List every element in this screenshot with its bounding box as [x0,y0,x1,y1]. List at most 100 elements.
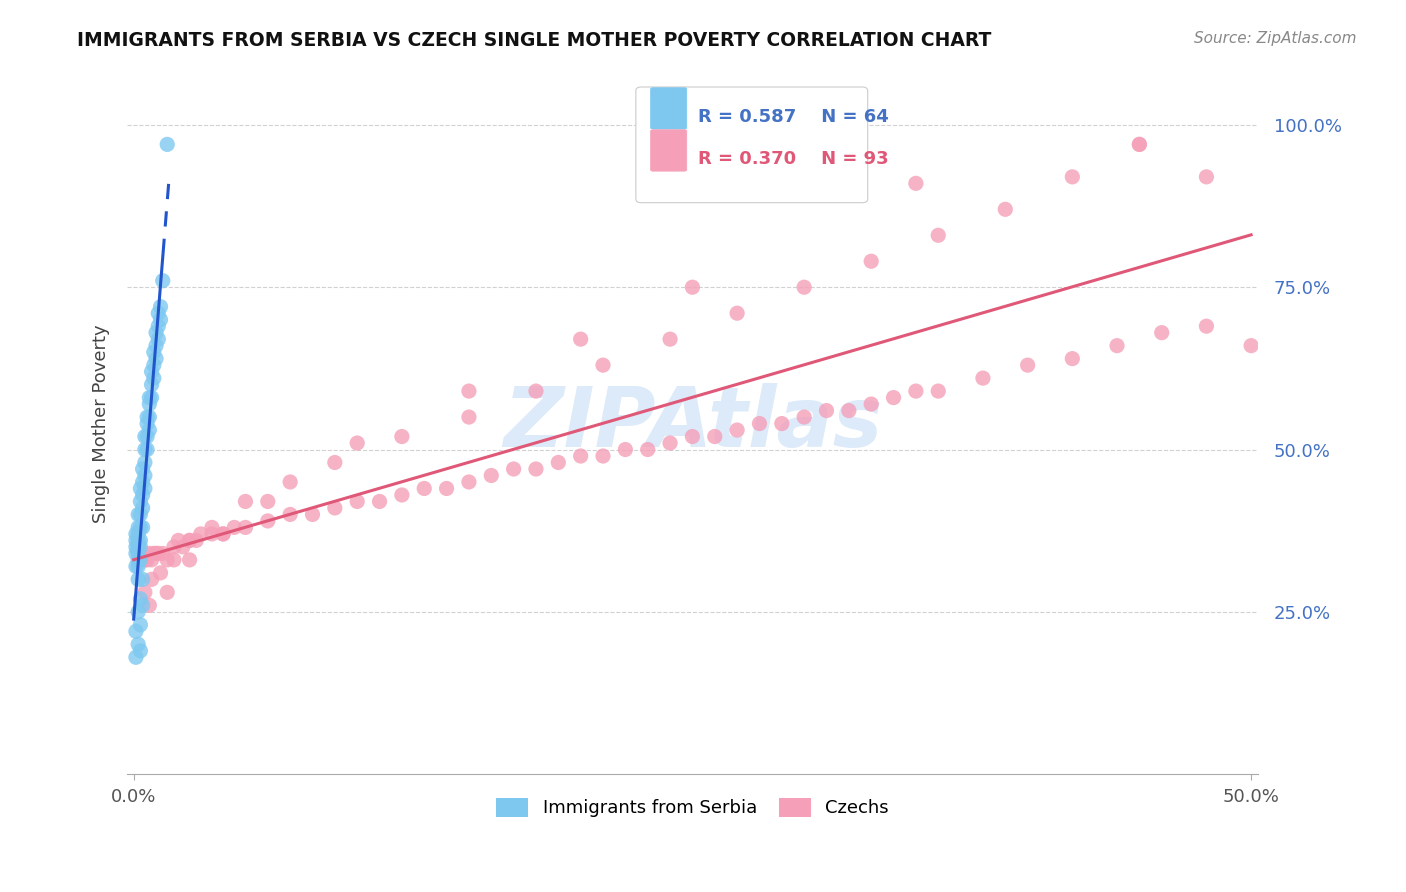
Point [256,514,278,528]
Point [129,591,152,606]
Point [637,442,659,457]
Point [136,410,159,425]
Point [129,540,152,554]
Legend: Immigrants from Serbia, Czechs: Immigrants from Serbia, Czechs [488,791,897,825]
Text: R = 0.370    N = 93: R = 0.370 N = 93 [697,150,889,168]
Point [136,417,159,431]
Point [141,377,163,392]
Point [179,553,201,567]
Point [502,462,524,476]
Point [129,494,152,508]
Point [131,500,153,515]
Point [148,546,170,560]
Point [569,332,592,346]
Point [458,384,481,398]
Point [152,546,174,560]
Point [145,338,167,352]
Point [142,358,165,372]
Point [156,553,179,567]
Point [134,482,156,496]
Point [201,527,224,541]
Point [391,429,413,443]
Point [129,644,152,658]
Point [138,546,160,560]
Point [224,520,246,534]
Point [148,319,170,334]
Point [127,540,149,554]
Point [127,559,149,574]
Point [972,371,994,385]
Point [994,202,1017,217]
Point [770,417,793,431]
Point [659,436,682,450]
Point [1017,358,1039,372]
Point [138,410,160,425]
FancyBboxPatch shape [651,129,686,171]
Point [659,332,682,346]
Point [145,351,167,366]
Point [125,559,148,574]
Point [125,540,148,554]
Point [125,527,148,541]
Point [301,508,323,522]
Point [391,488,413,502]
Point [129,482,152,496]
Point [186,533,208,548]
Point [1062,169,1084,184]
Point [149,312,172,326]
Point [172,540,194,554]
Point [458,410,481,425]
Point [212,527,235,541]
Point [815,403,838,417]
Text: Source: ZipAtlas.com: Source: ZipAtlas.com [1194,31,1357,46]
Point [681,280,703,294]
Point [141,553,163,567]
Point [614,442,637,457]
Point [127,540,149,554]
Point [134,585,156,599]
Point [131,573,153,587]
Point [156,585,179,599]
Point [134,442,156,457]
Point [860,397,883,411]
Point [346,436,368,450]
Point [323,500,346,515]
Point [131,546,153,560]
Point [125,650,148,665]
Point [436,482,458,496]
Point [190,527,212,541]
Point [1062,351,1084,366]
Point [748,417,770,431]
Point [458,475,481,489]
Point [136,429,159,443]
Point [127,527,149,541]
Text: IMMIGRANTS FROM SERBIA VS CZECH SINGLE MOTHER POVERTY CORRELATION CHART: IMMIGRANTS FROM SERBIA VS CZECH SINGLE M… [77,31,991,50]
Point [134,468,156,483]
Point [1240,338,1263,352]
Point [703,429,725,443]
Point [212,527,235,541]
Point [681,429,703,443]
Point [148,332,170,346]
Point [725,306,748,320]
Point [179,533,201,548]
Point [592,358,614,372]
Point [163,553,186,567]
Text: R = 0.587    N = 64: R = 0.587 N = 64 [697,108,889,126]
Point [127,573,149,587]
Y-axis label: Single Mother Poverty: Single Mother Poverty [93,324,110,523]
Point [127,553,149,567]
Point [131,599,153,613]
Point [235,520,257,534]
Point [138,397,160,411]
Point [1105,338,1128,352]
Point [134,553,156,567]
Point [131,475,153,489]
Point [524,462,547,476]
Point [129,546,152,560]
Point [129,617,152,632]
Point [131,520,153,534]
Point [368,494,391,508]
Point [1128,137,1150,152]
Point [142,371,165,385]
